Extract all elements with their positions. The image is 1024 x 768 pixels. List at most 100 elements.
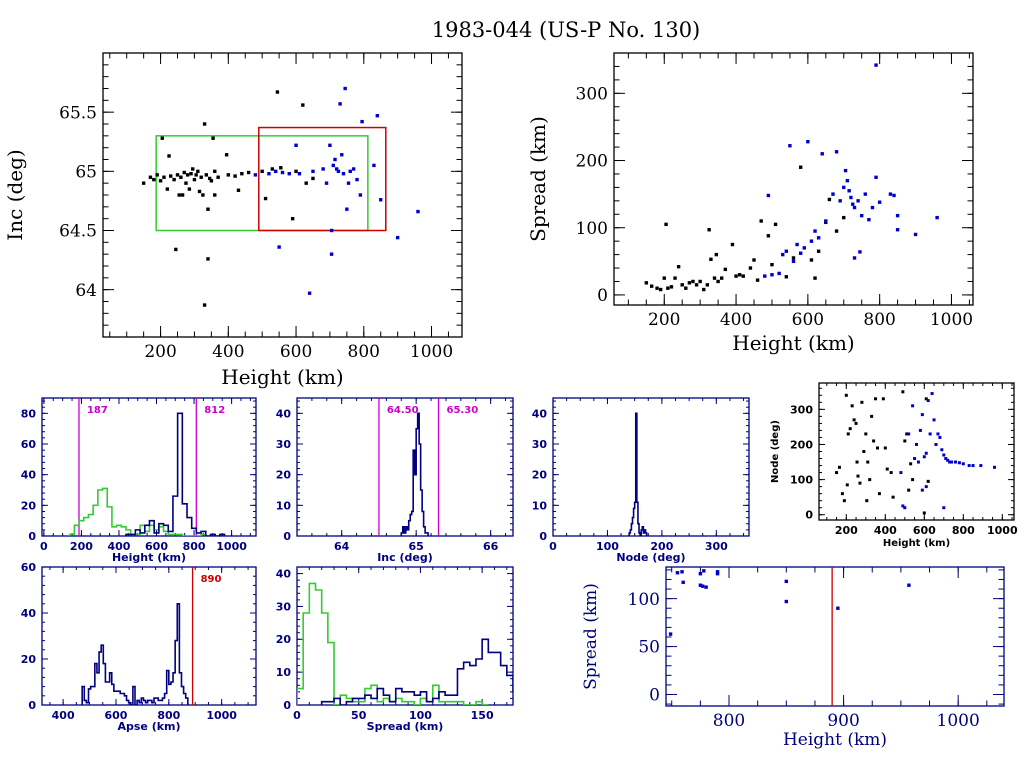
scatter-point-blue — [416, 209, 420, 214]
scatter-point-black — [852, 418, 856, 422]
scatter-point-black — [206, 257, 210, 261]
scatter-point-blue — [791, 259, 796, 264]
plot-area — [68, 398, 226, 536]
x-tick-label: 100 — [409, 709, 432, 722]
scatter-point-black — [213, 193, 217, 197]
scatter-point-blue — [372, 163, 376, 168]
scatter-point-blue — [911, 404, 915, 408]
plot-frame — [296, 566, 514, 706]
scatter-point-black — [909, 462, 913, 466]
scatter-point-blue — [715, 570, 720, 574]
x-axis-label: Height (km) — [732, 331, 854, 355]
scatter-point-black — [698, 279, 702, 284]
y-tick-label: 64.5 — [59, 222, 97, 242]
scatter-point-blue — [379, 198, 383, 202]
x-tick-label: 200 — [650, 540, 673, 553]
y-tick-label: 0 — [28, 530, 36, 543]
scatter-point-black — [827, 197, 832, 202]
scatter-point-blue — [874, 175, 878, 180]
scatter-point-blue — [916, 460, 920, 464]
scatter-point-blue — [375, 114, 380, 118]
y-tick-label: 40 — [276, 568, 292, 581]
scatter-point-black — [270, 167, 275, 171]
scatter-point-black — [813, 276, 817, 280]
scatter-point-black — [862, 450, 866, 453]
y-tick-label: 20 — [276, 469, 292, 482]
scatter-point-black — [748, 266, 753, 270]
scatter-point-black — [664, 222, 668, 227]
scatter-point-blue — [395, 235, 400, 240]
scatter-point-black — [877, 492, 881, 496]
x-tick-label: 400 — [52, 709, 75, 722]
scatter-point-blue — [668, 632, 673, 636]
scatter-point-black — [714, 252, 719, 257]
scatter-point-black — [233, 174, 237, 178]
histogram-step-navy — [125, 412, 226, 536]
x-tick-label: 600 — [280, 342, 312, 362]
scatter-point-blue — [944, 457, 948, 461]
scatter-point-black — [845, 483, 849, 487]
marker-label: 64.50 — [387, 405, 419, 416]
plot-frame — [41, 566, 257, 706]
scatter-point-black — [755, 278, 760, 282]
scatter-point-black — [236, 188, 241, 192]
scatter-point-black — [784, 275, 789, 279]
scatter-point-blue — [834, 150, 839, 154]
scatter-point-black — [856, 474, 860, 478]
y-tick-label: 300 — [790, 403, 813, 416]
scatter-point-black — [773, 222, 778, 227]
scatter-point-black — [891, 495, 895, 499]
scatter-point-blue — [849, 195, 853, 200]
scatter-point-blue — [967, 464, 971, 468]
scatter-point-blue — [936, 432, 940, 436]
plot-area — [644, 63, 939, 292]
x-tick-label: 900 — [827, 711, 859, 731]
scatter-point-blue — [770, 273, 774, 277]
y-tick-label: 0 — [649, 686, 660, 706]
scatter-point-blue — [940, 448, 944, 452]
spread-vs-height-panel: 200 400 600 800 1000 0 100 200 300 Height (km) Spr… — [526, 52, 974, 355]
y-tick-label: 50 — [638, 638, 660, 658]
spread-histogram-panel: 0 50 100 150 0 10 20 30 40 Spread (km) — [276, 566, 514, 733]
x-tick-label: 200 — [648, 310, 680, 330]
scatter-point-black — [169, 174, 173, 178]
scatter-point-black — [770, 262, 774, 267]
y-tick-label: 200 — [576, 152, 608, 172]
scatter-point-black — [290, 216, 295, 221]
scatter-point-blue — [297, 172, 302, 176]
red-box — [258, 126, 387, 232]
scatter-point-black — [850, 404, 854, 408]
y-tick-label: 10 — [276, 499, 292, 512]
scatter-point-blue — [867, 217, 871, 222]
scatter-point-black — [864, 432, 868, 436]
scatter-point-blue — [340, 153, 344, 157]
scatter-point-black — [837, 465, 841, 469]
plot-area — [378, 398, 440, 536]
histogram-step-green — [68, 487, 207, 536]
scatter-point-blue — [920, 413, 924, 417]
y-tick-label: 20 — [21, 653, 37, 666]
x-tick-label: 300 — [705, 540, 728, 553]
scatter-point-black — [687, 281, 692, 285]
scatter-point-blue — [784, 249, 789, 253]
scatter-point-blue — [926, 399, 930, 403]
scatter-point-black — [185, 173, 190, 177]
scatter-point-black — [860, 400, 864, 404]
histogram-step-navy — [81, 603, 189, 705]
scatter-point-blue — [860, 213, 864, 218]
x-tick-label: 1000 — [937, 711, 980, 731]
y-tick-label: 20 — [532, 469, 548, 482]
scatter-point-blue — [333, 157, 337, 162]
node-vs-height-panel: 200 400 600 800 1000 0 100 200 300 Height (km) Nod… — [770, 382, 1018, 549]
scatter-point-blue — [784, 579, 789, 584]
y-tick-label: 64 — [75, 281, 97, 301]
x-tick-label: 1000 — [216, 540, 247, 553]
x-tick-label: 65 — [409, 540, 424, 553]
scatter-point-blue — [351, 167, 356, 171]
scatter-point-blue — [355, 177, 359, 182]
scatter-point-blue — [338, 102, 342, 106]
scatter-point-black — [752, 258, 756, 262]
inc-histogram-panel: 64 65 66 0 10 20 30 40 Inc (deg) 64.50 65.30 — [276, 397, 514, 564]
y-tick-label: 0 — [805, 509, 813, 522]
